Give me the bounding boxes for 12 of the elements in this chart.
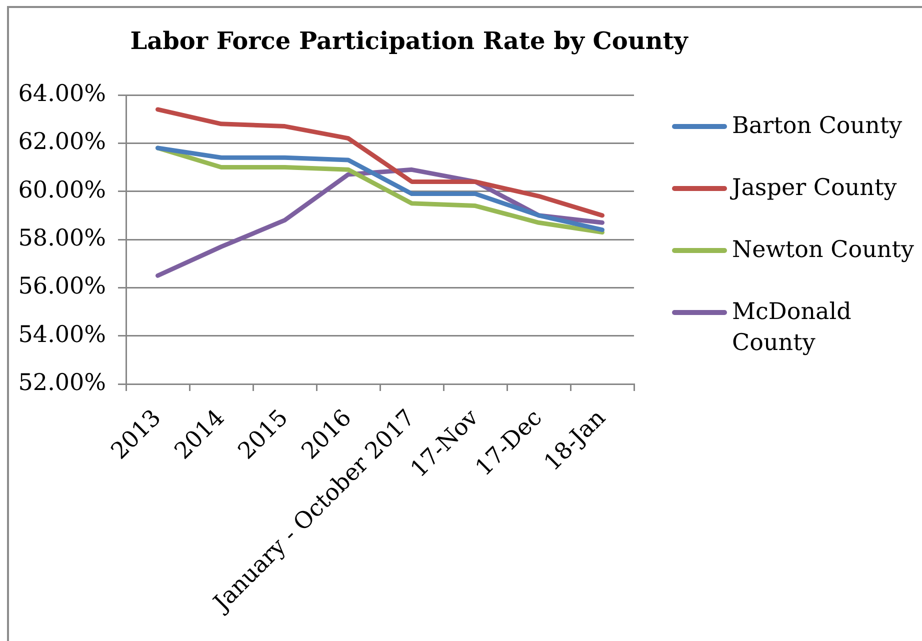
y-tick-label: 60.00% bbox=[18, 177, 106, 204]
legend-label: Newton County bbox=[732, 236, 915, 265]
y-tick-label: 54.00% bbox=[18, 322, 106, 348]
y-tick-label: 62.00% bbox=[18, 129, 106, 156]
chart-title: Labor Force Participation Rate by County bbox=[129, 26, 690, 56]
y-tick-label: 58.00% bbox=[18, 225, 106, 252]
y-tick-label: 52.00% bbox=[18, 370, 106, 396]
y-tick-label: 64.00% bbox=[18, 80, 106, 107]
legend-label: Jasper County bbox=[732, 174, 898, 203]
legend-label: McDonald County bbox=[732, 298, 852, 358]
legend-label: Barton County bbox=[732, 112, 904, 141]
y-tick-label: 56.00% bbox=[18, 274, 106, 300]
